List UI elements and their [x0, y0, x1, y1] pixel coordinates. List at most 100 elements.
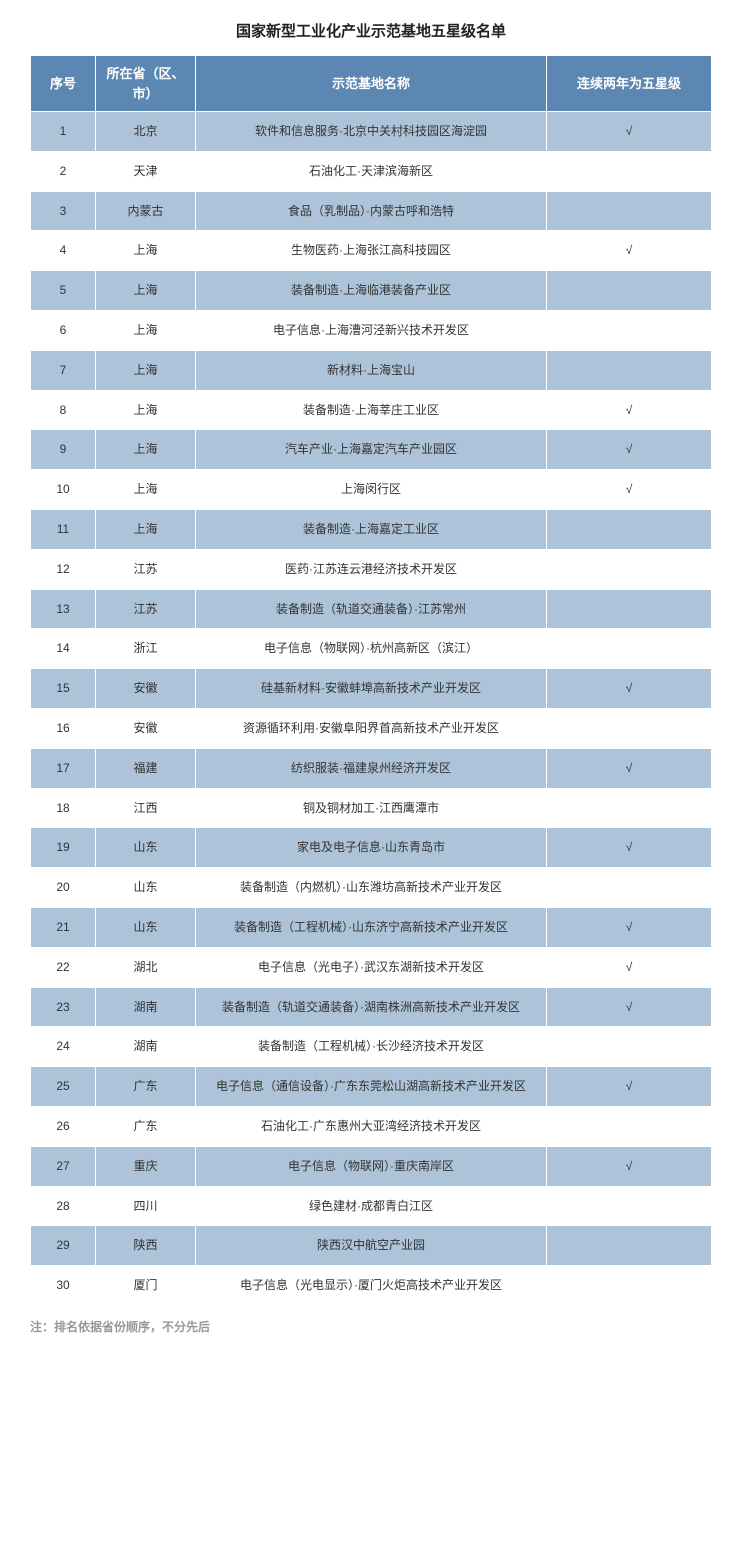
cell-seq: 4	[31, 231, 96, 271]
cell-province: 江苏	[96, 549, 196, 589]
cell-province: 湖南	[96, 987, 196, 1027]
cell-base-name: 电子信息（光电显示）·厦门火炬高技术产业开发区	[196, 1266, 547, 1306]
table-row: 8上海装备制造·上海莘庄工业区√	[31, 390, 712, 430]
cell-seq: 15	[31, 669, 96, 709]
data-table: 序号 所在省（区、市） 示范基地名称 连续两年为五星级 1北京软件和信息服务·北…	[30, 55, 712, 1306]
cell-seq: 2	[31, 151, 96, 191]
cell-province: 广东	[96, 1106, 196, 1146]
cell-two-year-flag	[547, 271, 712, 311]
cell-two-year-flag: √	[547, 231, 712, 271]
cell-base-name: 装备制造（工程机械）·山东济宁高新技术产业开发区	[196, 907, 547, 947]
cell-province: 山东	[96, 828, 196, 868]
cell-seq: 20	[31, 868, 96, 908]
cell-province: 湖南	[96, 1027, 196, 1067]
cell-two-year-flag	[547, 1106, 712, 1146]
col-header-base-name: 示范基地名称	[196, 56, 547, 112]
cell-base-name: 石油化工·广东惠州大亚湾经济技术开发区	[196, 1106, 547, 1146]
table-row: 14浙江电子信息（物联网）·杭州高新区（滨江）	[31, 629, 712, 669]
table-row: 30厦门电子信息（光电显示）·厦门火炬高技术产业开发区	[31, 1266, 712, 1306]
cell-base-name: 装备制造（工程机械）·长沙经济技术开发区	[196, 1027, 547, 1067]
cell-two-year-flag	[547, 868, 712, 908]
table-header-row: 序号 所在省（区、市） 示范基地名称 连续两年为五星级	[31, 56, 712, 112]
cell-two-year-flag: √	[547, 669, 712, 709]
cell-seq: 5	[31, 271, 96, 311]
cell-seq: 11	[31, 509, 96, 549]
cell-two-year-flag	[547, 788, 712, 828]
cell-base-name: 装备制造·上海临港装备产业区	[196, 271, 547, 311]
cell-base-name: 铜及铜材加工·江西鹰潭市	[196, 788, 547, 828]
cell-two-year-flag	[547, 629, 712, 669]
page-title: 国家新型工业化产业示范基地五星级名单	[30, 20, 712, 41]
cell-province: 湖北	[96, 947, 196, 987]
table-row: 7上海新材料·上海宝山	[31, 350, 712, 390]
cell-seq: 13	[31, 589, 96, 629]
cell-base-name: 食品（乳制品）·内蒙古呼和浩特	[196, 191, 547, 231]
table-row: 16安徽资源循环利用·安徽阜阳界首高新技术产业开发区	[31, 708, 712, 748]
cell-seq: 23	[31, 987, 96, 1027]
cell-seq: 27	[31, 1146, 96, 1186]
cell-base-name: 家电及电子信息·山东青岛市	[196, 828, 547, 868]
cell-two-year-flag	[547, 151, 712, 191]
cell-seq: 18	[31, 788, 96, 828]
cell-province: 安徽	[96, 708, 196, 748]
cell-province: 上海	[96, 231, 196, 271]
cell-base-name: 上海闵行区	[196, 470, 547, 510]
cell-seq: 10	[31, 470, 96, 510]
cell-base-name: 医药·江苏连云港经济技术开发区	[196, 549, 547, 589]
table-row: 21山东装备制造（工程机械）·山东济宁高新技术产业开发区√	[31, 907, 712, 947]
cell-two-year-flag: √	[547, 1146, 712, 1186]
cell-seq: 21	[31, 907, 96, 947]
cell-seq: 9	[31, 430, 96, 470]
cell-two-year-flag: √	[547, 390, 712, 430]
cell-province: 安徽	[96, 669, 196, 709]
cell-province: 上海	[96, 470, 196, 510]
cell-two-year-flag: √	[547, 828, 712, 868]
cell-province: 四川	[96, 1186, 196, 1226]
cell-base-name: 电子信息·上海漕河泾新兴技术开发区	[196, 310, 547, 350]
cell-province: 江苏	[96, 589, 196, 629]
cell-two-year-flag	[547, 708, 712, 748]
cell-province: 上海	[96, 509, 196, 549]
cell-base-name: 电子信息（通信设备）·广东东莞松山湖高新技术产业开发区	[196, 1067, 547, 1107]
cell-base-name: 新材料·上海宝山	[196, 350, 547, 390]
cell-seq: 30	[31, 1266, 96, 1306]
cell-seq: 22	[31, 947, 96, 987]
table-row: 11上海装备制造·上海嘉定工业区	[31, 509, 712, 549]
cell-province: 广东	[96, 1067, 196, 1107]
table-row: 5上海装备制造·上海临港装备产业区	[31, 271, 712, 311]
cell-seq: 29	[31, 1226, 96, 1266]
cell-base-name: 汽车产业·上海嘉定汽车产业园区	[196, 430, 547, 470]
table-row: 29陕西陕西汉中航空产业园	[31, 1226, 712, 1266]
cell-two-year-flag	[547, 549, 712, 589]
col-header-seq: 序号	[31, 56, 96, 112]
table-row: 4上海生物医药·上海张江高科技园区√	[31, 231, 712, 271]
table-row: 15安徽硅基新材料·安徽蚌埠高新技术产业开发区√	[31, 669, 712, 709]
cell-base-name: 电子信息（物联网）·重庆南岸区	[196, 1146, 547, 1186]
table-row: 25广东电子信息（通信设备）·广东东莞松山湖高新技术产业开发区√	[31, 1067, 712, 1107]
cell-two-year-flag	[547, 350, 712, 390]
table-row: 22湖北电子信息（光电子）·武汉东湖新技术开发区√	[31, 947, 712, 987]
cell-seq: 16	[31, 708, 96, 748]
cell-province: 上海	[96, 390, 196, 430]
cell-province: 厦门	[96, 1266, 196, 1306]
cell-two-year-flag	[547, 1226, 712, 1266]
cell-province: 内蒙古	[96, 191, 196, 231]
cell-seq: 8	[31, 390, 96, 430]
cell-seq: 26	[31, 1106, 96, 1146]
table-row: 18江西铜及铜材加工·江西鹰潭市	[31, 788, 712, 828]
table-row: 27重庆电子信息（物联网）·重庆南岸区√	[31, 1146, 712, 1186]
cell-base-name: 装备制造（轨道交通装备）·江苏常州	[196, 589, 547, 629]
cell-province: 陕西	[96, 1226, 196, 1266]
cell-base-name: 陕西汉中航空产业园	[196, 1226, 547, 1266]
cell-base-name: 装备制造（轨道交通装备）·湖南株洲高新技术产业开发区	[196, 987, 547, 1027]
cell-seq: 28	[31, 1186, 96, 1226]
cell-base-name: 硅基新材料·安徽蚌埠高新技术产业开发区	[196, 669, 547, 709]
cell-base-name: 石油化工·天津滨海新区	[196, 151, 547, 191]
cell-province: 山东	[96, 868, 196, 908]
table-row: 10上海上海闵行区√	[31, 470, 712, 510]
cell-base-name: 装备制造·上海嘉定工业区	[196, 509, 547, 549]
cell-province: 浙江	[96, 629, 196, 669]
table-row: 17福建纺织服装·福建泉州经济开发区√	[31, 748, 712, 788]
table-row: 26广东石油化工·广东惠州大亚湾经济技术开发区	[31, 1106, 712, 1146]
cell-base-name: 生物医药·上海张江高科技园区	[196, 231, 547, 271]
